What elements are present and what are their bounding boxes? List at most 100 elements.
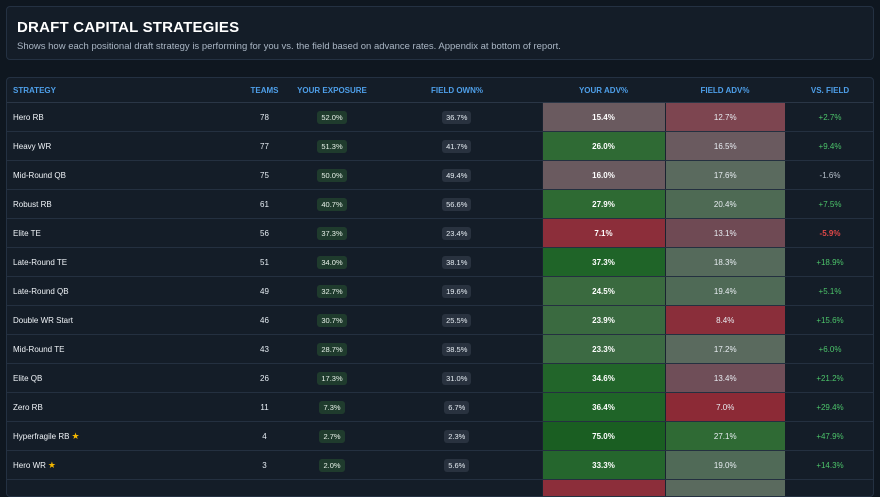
field-adv-cell: 8.4%	[665, 306, 785, 335]
field-own-pill: 49.4%	[442, 169, 471, 182]
your-adv-cell: 36.4%	[542, 393, 665, 422]
vs-field-cell: +14.3%	[785, 451, 874, 480]
column-header-your-adv[interactable]: YOUR ADV%	[542, 78, 665, 103]
strategy-name: Late-Round TE	[13, 258, 67, 267]
exposure-cell: 37.3%	[292, 219, 372, 248]
field-own-cell: 23.4%	[372, 219, 542, 248]
your-adv-cell: 24.5%	[542, 277, 665, 306]
column-header-vs-field[interactable]: VS. FIELD	[785, 78, 874, 103]
strategy-name: Robust RB	[13, 200, 52, 209]
strategy-cell: Hero RB	[7, 103, 137, 132]
vs-field-cell: +18.9%	[785, 248, 874, 277]
teams-cell: 4	[137, 422, 292, 451]
exposure-cell: 32.7%	[292, 277, 372, 306]
field-own-pill: 2.3%	[444, 430, 469, 443]
strategy-cell: Elite QB	[7, 364, 137, 393]
exposure-cell: 30.7%	[292, 306, 372, 335]
teams-cell: 56	[137, 219, 292, 248]
report-header: DRAFT CAPITAL STRATEGIES Shows how each …	[6, 6, 874, 60]
field-adv-cell: 19.4%	[665, 277, 785, 306]
column-header-strategy[interactable]: STRATEGY	[7, 78, 137, 103]
vs-field-cell: +5.1%	[785, 277, 874, 306]
field-own-cell	[372, 480, 542, 497]
strategy-cell: Hero WR★	[7, 451, 137, 480]
your-adv-cell: 75.0%	[542, 422, 665, 451]
field-own-pill: 19.6%	[442, 285, 471, 298]
field-own-cell: 49.4%	[372, 161, 542, 190]
strategy-name: Hero RB	[13, 113, 44, 122]
vs-field-cell: +9.4%	[785, 132, 874, 161]
column-header-your-exposure[interactable]: YOUR EXPOSURE	[292, 78, 372, 103]
exposure-pill: 28.7%	[317, 343, 346, 356]
field-own-cell: 19.6%	[372, 277, 542, 306]
field-adv-cell: 20.4%	[665, 190, 785, 219]
exposure-pill: 51.3%	[317, 140, 346, 153]
field-own-cell: 2.3%	[372, 422, 542, 451]
exposure-cell: 2.0%	[292, 451, 372, 480]
exposure-pill: 40.7%	[317, 198, 346, 211]
exposure-cell: 7.3%	[292, 393, 372, 422]
field-own-cell: 5.6%	[372, 451, 542, 480]
your-adv-cell	[542, 480, 665, 497]
strategy-cell: Late-Round TE	[7, 248, 137, 277]
exposure-pill: 37.3%	[317, 227, 346, 240]
field-own-cell: 31.0%	[372, 364, 542, 393]
field-own-cell: 56.6%	[372, 190, 542, 219]
strategy-cell: Hyperfragile RB★	[7, 422, 137, 451]
strategy-cell: Double WR Start	[7, 306, 137, 335]
your-adv-cell: 23.9%	[542, 306, 665, 335]
vs-field-cell: +2.7%	[785, 103, 874, 132]
teams-cell: 46	[137, 306, 292, 335]
strategy-name: Double WR Start	[13, 316, 73, 325]
strategies-table-container: STRATEGY TEAMS YOUR EXPOSURE FIELD OWN% …	[6, 77, 874, 497]
vs-field-cell: +21.2%	[785, 364, 874, 393]
teams-cell: 49	[137, 277, 292, 306]
field-own-cell: 25.5%	[372, 306, 542, 335]
field-own-pill: 6.7%	[444, 401, 469, 414]
field-adv-cell: 19.0%	[665, 451, 785, 480]
exposure-cell	[292, 480, 372, 497]
teams-cell	[137, 480, 292, 497]
vs-field-cell: -1.6%	[785, 161, 874, 190]
column-header-field-adv[interactable]: FIELD ADV%	[665, 78, 785, 103]
exposure-cell: 28.7%	[292, 335, 372, 364]
field-own-pill: 38.1%	[442, 256, 471, 269]
strategy-cell: Robust RB	[7, 190, 137, 219]
your-adv-cell: 27.9%	[542, 190, 665, 219]
field-adv-cell: 13.4%	[665, 364, 785, 393]
exposure-pill: 7.3%	[319, 401, 344, 414]
field-adv-cell: 18.3%	[665, 248, 785, 277]
field-adv-cell: 27.1%	[665, 422, 785, 451]
strategy-name: Mid-Round TE	[13, 345, 64, 354]
field-adv-cell: 17.2%	[665, 335, 785, 364]
star-icon: ★	[71, 431, 79, 441]
strategy-name: Zero RB	[13, 403, 43, 412]
star-icon: ★	[48, 460, 56, 470]
column-header-field-own[interactable]: FIELD OWN%	[372, 78, 542, 103]
column-header-teams[interactable]: TEAMS	[137, 78, 292, 103]
strategy-name: Mid-Round QB	[13, 171, 66, 180]
exposure-pill: 30.7%	[317, 314, 346, 327]
field-own-cell: 6.7%	[372, 393, 542, 422]
exposure-pill: 2.0%	[319, 459, 344, 472]
vs-field-cell: +6.0%	[785, 335, 874, 364]
field-adv-cell	[665, 480, 785, 497]
field-own-cell: 41.7%	[372, 132, 542, 161]
field-own-pill: 31.0%	[442, 372, 471, 385]
page-title: DRAFT CAPITAL STRATEGIES	[17, 19, 239, 36]
field-adv-cell: 7.0%	[665, 393, 785, 422]
table-row[interactable]	[7, 480, 874, 497]
